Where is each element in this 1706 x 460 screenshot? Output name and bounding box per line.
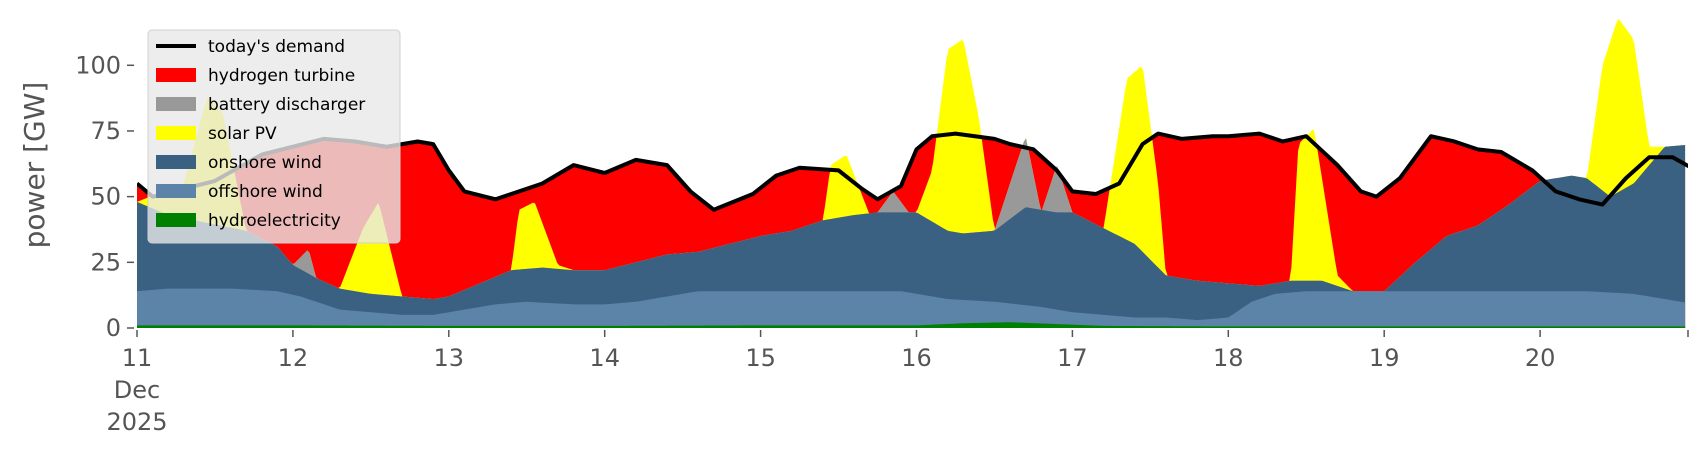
legend-label: hydrogen turbine	[208, 66, 355, 86]
legend-label: onshore wind	[208, 153, 322, 173]
x-tick-label: 15	[745, 344, 776, 372]
area-hydroelectricity	[137, 322, 1686, 328]
y-axis-label: power [GW]	[18, 82, 51, 249]
legend-patch	[156, 68, 196, 82]
y-tick-label: 75	[90, 117, 121, 145]
legend-frame	[147, 29, 401, 244]
x-tick-label: 20	[1525, 344, 1556, 372]
y-axis: 0 25 50 75 100	[75, 51, 134, 342]
x-tick-label: 19	[1369, 344, 1400, 372]
x-tick-label: 17	[1057, 344, 1088, 372]
legend-patch	[156, 126, 196, 140]
y-tick-label: 50	[90, 183, 121, 211]
legend-label: offshore wind	[208, 182, 323, 202]
area-onshore-wind	[137, 145, 1686, 328]
x-tick-label: 13	[434, 344, 465, 372]
x-tick-label: 14	[589, 344, 620, 372]
x-tick-label: 16	[901, 344, 932, 372]
x-tick-label: 18	[1213, 344, 1244, 372]
y-tick-label: 100	[75, 51, 121, 79]
y-tick-label: 0	[106, 314, 121, 342]
legend-patch	[156, 213, 196, 227]
area-solar-pv	[137, 18, 1686, 328]
demand-line	[137, 131, 1688, 212]
y-tick-label: 25	[90, 248, 121, 276]
x-tick-label: 11 Dec 2025	[106, 344, 167, 436]
legend-label: battery discharger	[208, 95, 365, 115]
legend-label: hydroelectricity	[208, 211, 341, 231]
x-axis: 11 Dec 2025 12 13 14 15 16 17 18 19 20	[106, 330, 1689, 436]
legend-label: solar PV	[208, 124, 277, 144]
stacked-areas	[137, 18, 1686, 328]
legend-patch	[156, 155, 196, 169]
legend-patch	[156, 97, 196, 111]
legend-label: today's demand	[208, 37, 345, 57]
x-tick-label: 12	[278, 344, 309, 372]
area-offshore-wind	[137, 288, 1686, 328]
legend-patch	[156, 184, 196, 198]
legend: today's demand hydrogen turbine battery di…	[147, 29, 401, 244]
